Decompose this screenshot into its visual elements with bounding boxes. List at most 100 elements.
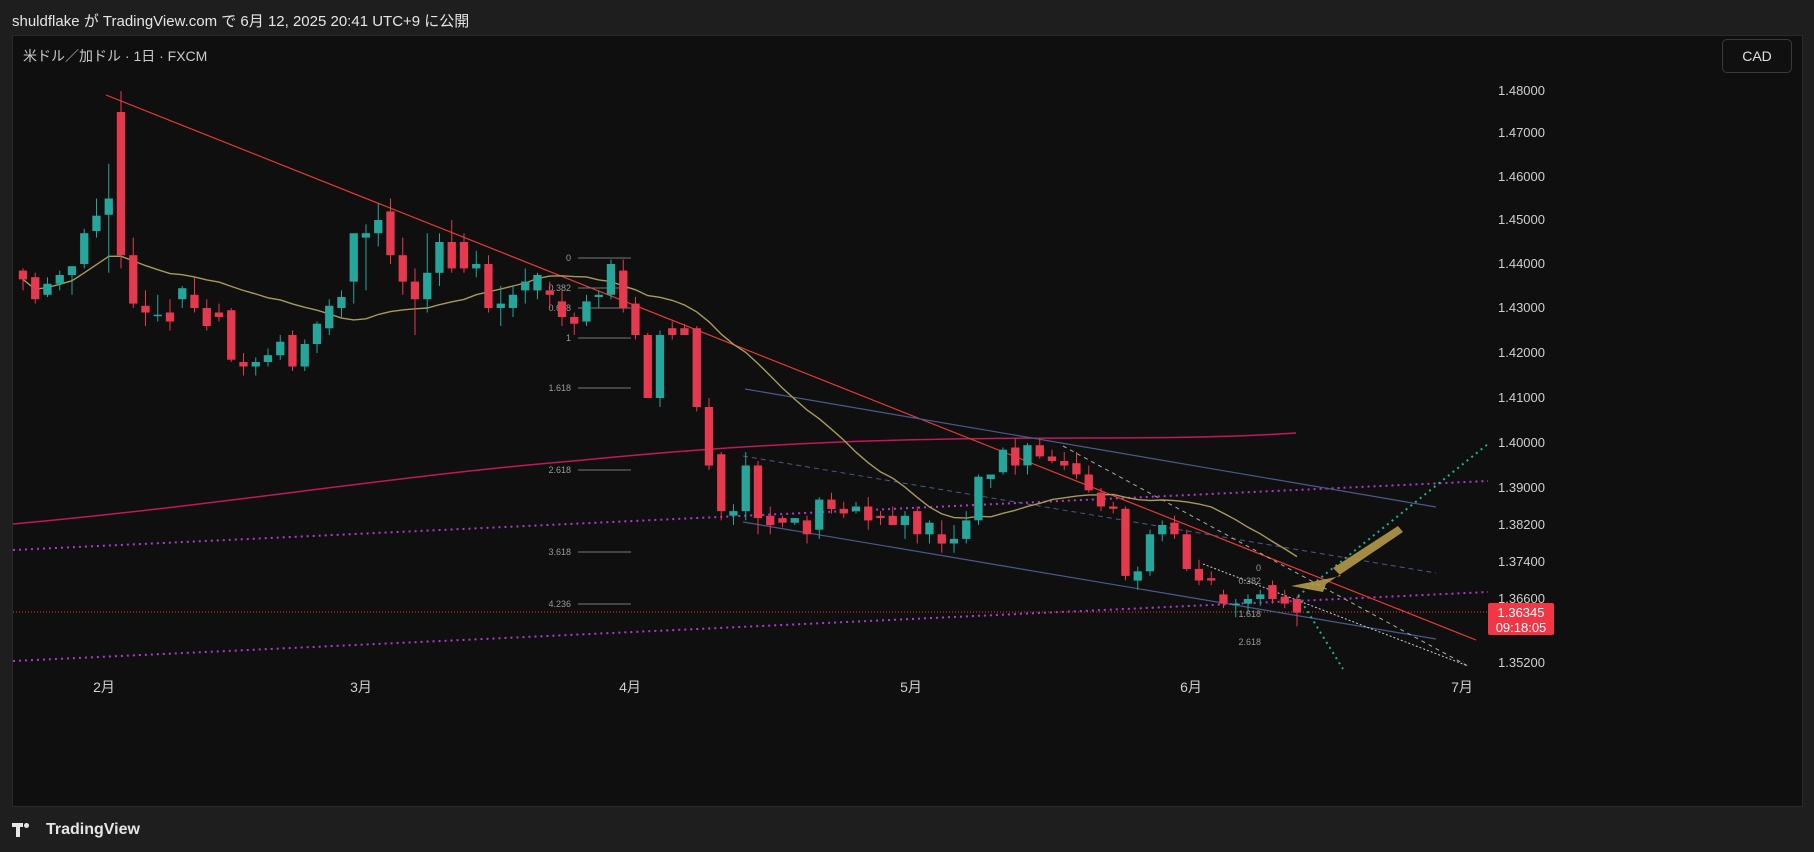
- fib-level-label: 3.618: [548, 547, 571, 557]
- candle: [1219, 594, 1228, 604]
- candle: [876, 515, 885, 519]
- candle: [913, 511, 922, 535]
- candle: [1023, 445, 1032, 466]
- candle: [643, 335, 652, 398]
- x-month-label: 4月: [619, 679, 641, 695]
- candle: [692, 328, 701, 407]
- candle: [1182, 534, 1191, 569]
- candle: [1121, 508, 1130, 576]
- x-month-label: 2月: [93, 679, 115, 695]
- y-tick-label: 1.44000: [1498, 256, 1545, 271]
- publish-info: shuldflake が TradingView.com で 6月 12, 20…: [12, 13, 470, 30]
- candle: [1256, 594, 1265, 599]
- candle: [227, 310, 236, 360]
- fib-level-label: 1: [566, 333, 571, 343]
- top-bar: shuldflake が TradingView.com で 6月 12, 20…: [0, 0, 1814, 35]
- candle: [1084, 474, 1093, 491]
- candle: [557, 301, 567, 317]
- x-month-label: 3月: [350, 679, 372, 695]
- currency-button[interactable]: CAD: [1722, 39, 1792, 73]
- candle: [1109, 506, 1118, 509]
- brand-label: TradingView: [46, 821, 140, 838]
- candle: [1243, 599, 1253, 604]
- tradingview-brand[interactable]: TradingView: [12, 821, 140, 839]
- candle: [1158, 525, 1167, 535]
- candle: [1231, 603, 1240, 606]
- dotted-trend-upper: [13, 480, 1489, 551]
- candle: [484, 264, 493, 308]
- candle: [459, 242, 469, 269]
- candle: [753, 465, 763, 519]
- y-tick-label: 1.43000: [1498, 300, 1545, 315]
- candle: [263, 355, 273, 362]
- candle: [508, 294, 518, 308]
- candle: [190, 294, 199, 308]
- candle: [704, 407, 714, 466]
- y-tick-label: 1.41000: [1498, 390, 1545, 405]
- candle: [80, 233, 89, 264]
- candle: [300, 344, 309, 367]
- candle: [410, 281, 420, 300]
- candle: [962, 520, 971, 539]
- candle: [864, 506, 873, 521]
- channel-upper: [744, 388, 1437, 508]
- candle: [398, 255, 407, 282]
- fib-level-label: 1.618: [1238, 609, 1261, 619]
- countdown-label: 09:18:05: [1496, 620, 1547, 635]
- ma-long-line: [13, 432, 1297, 525]
- candle: [717, 454, 726, 512]
- candle: [1145, 534, 1155, 572]
- arrow-annotation: [1291, 526, 1403, 592]
- candle: [251, 362, 260, 367]
- candle: [790, 518, 799, 523]
- last-price-label: 1.36345: [1498, 605, 1545, 620]
- candle: [729, 511, 738, 516]
- candle: [949, 538, 959, 544]
- y-tick-label: 1.47000: [1498, 125, 1545, 140]
- candle: [851, 506, 861, 512]
- candle: [668, 328, 677, 335]
- candle: [1280, 596, 1289, 604]
- candle: [276, 341, 285, 356]
- y-tick-label: 1.48000: [1498, 83, 1545, 98]
- candle: [374, 220, 383, 234]
- y-tick-label: 1.45000: [1498, 212, 1545, 227]
- green-ray-up: [1297, 443, 1489, 597]
- symbol-label: 米ドル／加ドル · 1日 · FXCM: [23, 48, 208, 64]
- candle: [741, 465, 750, 512]
- chart-panel[interactable]: 00.3820.61811.6182.6183.6184.23600.3821.…: [12, 35, 1803, 807]
- fib-level-label: 0.382: [548, 283, 571, 293]
- candle: [888, 515, 897, 526]
- candle: [802, 520, 812, 535]
- candle: [998, 449, 1008, 473]
- candle: [594, 294, 603, 297]
- candle: [533, 275, 542, 291]
- candle: [827, 499, 836, 509]
- candle: [472, 264, 481, 269]
- dotted-trend-lower: [13, 591, 1489, 662]
- candle: [349, 233, 358, 282]
- y-tick-label: 1.37400: [1498, 554, 1545, 569]
- candle: [1035, 445, 1044, 457]
- trend-line-red: [105, 94, 1477, 641]
- fib-level-label: 2.618: [548, 465, 571, 475]
- ma-short-line: [22, 255, 1298, 558]
- candle: [545, 290, 554, 295]
- candle: [974, 476, 983, 521]
- y-tick-label: 1.42000: [1498, 345, 1545, 360]
- candle: [386, 211, 395, 256]
- candle: [778, 518, 787, 523]
- candle: [202, 308, 211, 326]
- x-month-label: 7月: [1451, 679, 1473, 695]
- candle: [67, 266, 77, 275]
- price-chart[interactable]: 00.3820.61811.6182.6183.6184.23600.3821.…: [13, 36, 1802, 806]
- candle: [239, 362, 248, 367]
- candle: [1194, 568, 1204, 581]
- candle: [447, 242, 456, 269]
- candle: [606, 264, 616, 295]
- footer: TradingView: [0, 807, 1814, 852]
- y-tick-label: 1.39000: [1498, 480, 1545, 495]
- candle: [631, 303, 640, 335]
- candle: [815, 499, 824, 530]
- candle: [178, 288, 187, 300]
